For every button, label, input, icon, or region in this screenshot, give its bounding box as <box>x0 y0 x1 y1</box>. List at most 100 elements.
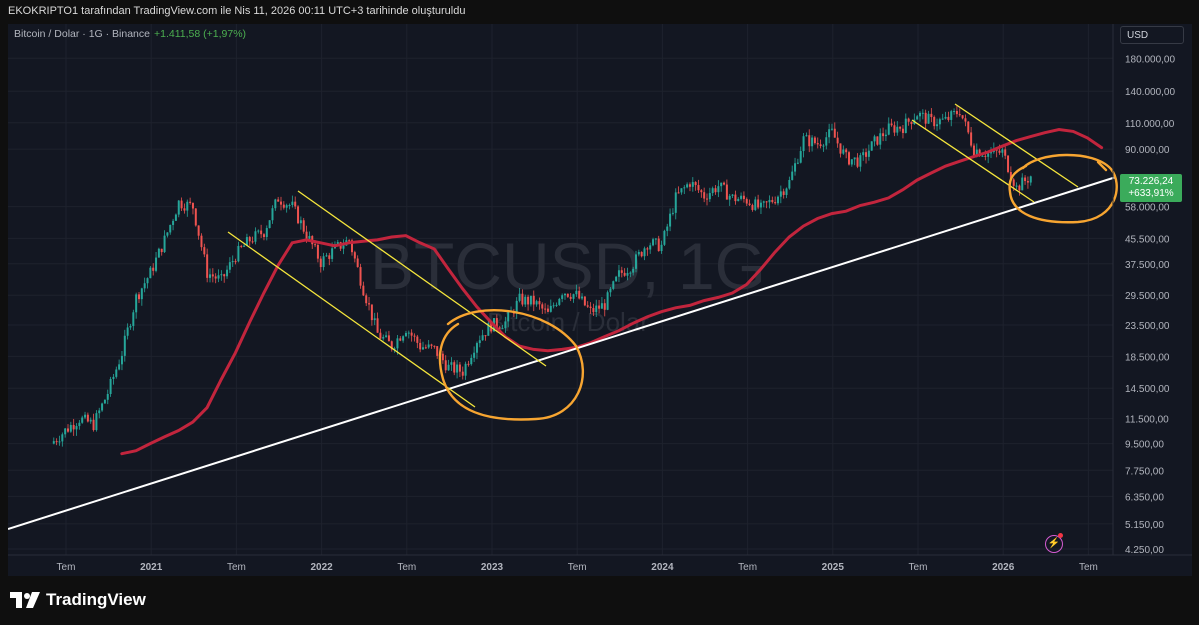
lightning-icon[interactable]: ⚡ <box>1045 535 1063 553</box>
candle-body <box>373 318 376 321</box>
candle-body <box>112 376 115 380</box>
candle-body <box>52 441 55 444</box>
candle-body <box>118 364 121 370</box>
candle-body <box>322 256 325 268</box>
x-tick-label: Tem <box>397 562 416 573</box>
candle-body <box>637 251 640 255</box>
candle-body <box>978 149 981 157</box>
candle-body <box>297 206 300 224</box>
candle-body <box>109 379 112 394</box>
price-chart[interactable]: BTCUSD, 1G Bitcoin / Dolar 180.000,00 140… <box>8 24 1192 576</box>
candle-body <box>209 274 211 278</box>
candle-body <box>967 121 970 133</box>
candle-body <box>387 335 390 342</box>
y-tick-label: 9.500,00 <box>1125 440 1164 451</box>
y-tick-label: 110.000,00 <box>1125 119 1175 130</box>
candle-body <box>674 192 677 213</box>
candle-body <box>473 352 476 358</box>
last-price-value: 73.226,24 <box>1128 176 1174 187</box>
candle-body <box>734 194 737 202</box>
candle-body <box>964 118 967 122</box>
candle-body <box>194 208 197 226</box>
x-tick-label: Tem <box>738 562 757 573</box>
candle-body <box>873 136 876 142</box>
candle-body <box>876 136 879 145</box>
candle-body <box>390 341 393 350</box>
candle-body <box>527 296 530 305</box>
candle-body <box>1007 155 1010 172</box>
x-tick-label: 2025 <box>822 562 845 573</box>
candle-body <box>765 201 768 203</box>
candle-body <box>538 301 541 305</box>
candle-body <box>777 196 779 204</box>
candle-body <box>507 311 510 322</box>
candle-body <box>103 399 106 404</box>
candle-body <box>183 208 186 211</box>
candle-body <box>768 199 771 203</box>
candle-body <box>146 278 149 284</box>
x-tick-label: 2024 <box>651 562 674 573</box>
candle-body <box>467 363 470 365</box>
symbol-legend[interactable]: Bitcoin / Dolar · 1G · Binance +1.411,58 … <box>14 28 246 40</box>
candle-body <box>478 340 481 344</box>
candle-body <box>495 318 498 328</box>
candle-body <box>487 323 490 336</box>
candle-body <box>521 293 524 305</box>
candle-body <box>152 267 155 271</box>
candle-body <box>972 145 975 156</box>
candle-body <box>717 186 720 193</box>
candle-body <box>669 213 672 227</box>
y-tick-label: 18.500,00 <box>1125 352 1170 363</box>
candle-body <box>617 270 620 277</box>
candle-body <box>811 137 814 147</box>
candle-body <box>944 116 947 119</box>
candle-body <box>433 345 436 347</box>
candle-body <box>416 336 419 343</box>
candle-body <box>700 190 703 193</box>
candle-body <box>399 338 402 341</box>
currency-button[interactable]: USD <box>1120 26 1184 44</box>
candle-body <box>691 182 694 187</box>
candle-body <box>845 149 848 153</box>
candle-body <box>893 125 896 133</box>
candle-body <box>927 113 930 124</box>
candle-body <box>72 424 75 430</box>
candle-body <box>984 155 987 157</box>
candle-body <box>541 304 544 309</box>
candle-body <box>1024 177 1027 182</box>
candle-body <box>430 344 433 346</box>
candle-body <box>61 434 64 442</box>
drawings[interactable] <box>8 103 1118 530</box>
candle-body <box>635 254 637 269</box>
candle-body <box>336 242 339 245</box>
candle-body <box>998 150 1001 153</box>
candle-body <box>407 332 410 334</box>
y-tick-label: 11.500,00 <box>1125 415 1169 426</box>
candle-body <box>254 231 257 242</box>
candle-body <box>356 258 359 268</box>
candle-body <box>274 199 277 209</box>
candle-body <box>564 293 566 296</box>
candle-body <box>217 275 220 279</box>
attribution-text: EKOKRIPTO1 tarafından TradingView.com il… <box>8 5 466 17</box>
candle-body <box>632 268 635 273</box>
candle-body <box>535 301 538 305</box>
candle-body <box>189 201 192 203</box>
candle-body <box>504 321 507 329</box>
candle-body <box>458 364 461 372</box>
candle-body <box>203 247 206 255</box>
candle-body <box>688 184 691 187</box>
candle-body <box>953 110 956 112</box>
candle-body <box>348 240 351 242</box>
candle-body <box>396 338 399 349</box>
candle-body <box>600 303 603 309</box>
candle-body <box>308 236 311 239</box>
tradingview-logo[interactable]: TradingView <box>10 590 146 610</box>
candle-body <box>75 426 78 430</box>
grid <box>8 24 1113 555</box>
candle-body <box>907 118 910 122</box>
candle-body <box>282 204 285 208</box>
candle-body <box>848 152 850 165</box>
chart-area[interactable]: BTCUSD, 1G Bitcoin / Dolar 180.000,00 140… <box>8 24 1192 576</box>
candle-body <box>240 245 243 247</box>
